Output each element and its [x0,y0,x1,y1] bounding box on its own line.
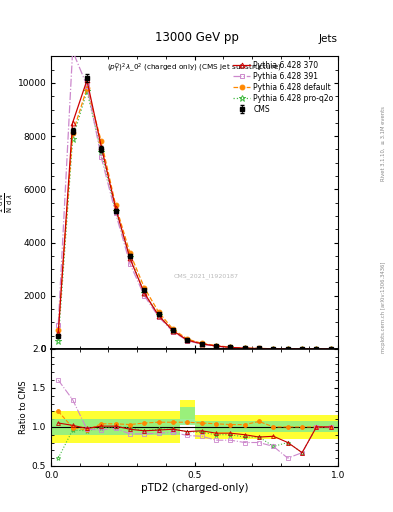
Pythia 6.428 370 [271,346,276,352]
Text: CMS_2021_I1920187: CMS_2021_I1920187 [174,273,239,279]
Pythia 6.428 pro-q2o [84,88,89,94]
Pythia 6.428 default [142,285,147,291]
Pythia 6.428 pro-q2o [300,346,305,352]
Pythia 6.428 pro-q2o [128,254,132,260]
Pythia 6.428 370 [257,346,261,352]
Pythia 6.428 pro-q2o [199,341,204,347]
Text: $(p_T^D)^2\lambda\_0^2$ (charged only) (CMS jet substructure): $(p_T^D)^2\lambda\_0^2$ (charged only) (… [107,62,282,75]
Pythia 6.428 391 [257,346,261,352]
Pythia 6.428 default [113,202,118,208]
Pythia 6.428 default [300,346,305,352]
Pythia 6.428 default [314,346,319,352]
Pythia 6.428 391 [99,154,104,160]
Pythia 6.428 370 [214,343,219,349]
Pythia 6.428 370 [99,144,104,150]
Pythia 6.428 370 [156,312,161,318]
Pythia 6.428 default [128,250,132,256]
Pythia 6.428 391 [113,210,118,216]
Text: mcplots.cern.ch [arXiv:1306.3436]: mcplots.cern.ch [arXiv:1306.3436] [381,262,386,353]
Pythia 6.428 370 [185,337,190,343]
Line: Pythia 6.428 391: Pythia 6.428 391 [56,49,333,351]
Pythia 6.428 391 [185,337,190,344]
Pythia 6.428 pro-q2o [257,346,261,352]
Pythia 6.428 pro-q2o [271,346,276,352]
Pythia 6.428 default [228,344,233,350]
Pythia 6.428 default [156,309,161,315]
Pythia 6.428 391 [171,329,175,335]
Pythia 6.428 391 [300,346,305,352]
Pythia 6.428 370 [314,346,319,352]
Pythia 6.428 391 [156,314,161,320]
Line: Pythia 6.428 370: Pythia 6.428 370 [56,78,333,351]
X-axis label: pTD2 (charged-only): pTD2 (charged-only) [141,482,248,493]
Text: 13000 GeV pp: 13000 GeV pp [154,31,239,44]
Pythia 6.428 370 [199,341,204,347]
Pythia 6.428 370 [142,290,147,296]
Pythia 6.428 pro-q2o [285,346,290,352]
Pythia 6.428 370 [228,345,233,351]
Pythia 6.428 391 [329,346,333,352]
Pythia 6.428 pro-q2o [214,343,219,349]
Pythia 6.428 370 [84,77,89,83]
Y-axis label: Ratio to CMS: Ratio to CMS [19,380,28,434]
Pythia 6.428 pro-q2o [99,149,104,155]
Pythia 6.428 default [99,138,104,144]
Legend: Pythia 6.428 370, Pythia 6.428 391, Pythia 6.428 default, Pythia 6.428 pro-q2o, : Pythia 6.428 370, Pythia 6.428 391, Pyth… [231,58,336,116]
Pythia 6.428 370 [300,346,305,352]
Pythia 6.428 default [271,346,276,352]
Pythia 6.428 default [285,346,290,352]
Pythia 6.428 370 [329,346,333,352]
Pythia 6.428 pro-q2o [171,328,175,334]
Pythia 6.428 default [171,326,175,332]
Pythia 6.428 pro-q2o [185,337,190,343]
Pythia 6.428 391 [84,82,89,89]
Pythia 6.428 370 [128,255,132,262]
Pythia 6.428 pro-q2o [329,346,333,352]
Pythia 6.428 default [257,346,261,352]
Y-axis label: $\frac{1}{\mathrm{N}}\,\frac{\mathrm{d\,N}}{\mathrm{d}\,\lambda}$: $\frac{1}{\mathrm{N}}\,\frac{\mathrm{d\,… [0,193,15,213]
Pythia 6.428 391 [314,346,319,352]
Pythia 6.428 391 [214,343,219,349]
Line: Pythia 6.428 default: Pythia 6.428 default [56,86,333,351]
Pythia 6.428 pro-q2o [242,345,247,351]
Text: Rivet 3.1.10,  ≥ 3.1M events: Rivet 3.1.10, ≥ 3.1M events [381,106,386,181]
Pythia 6.428 370 [113,205,118,211]
Pythia 6.428 default [242,345,247,351]
Text: Jets: Jets [319,33,338,44]
Pythia 6.428 pro-q2o [228,345,233,351]
Pythia 6.428 default [329,346,333,352]
Pythia 6.428 370 [171,328,175,334]
Pythia 6.428 391 [128,261,132,267]
Pythia 6.428 391 [242,345,247,351]
Pythia 6.428 default [56,327,61,333]
Pythia 6.428 pro-q2o [56,338,61,344]
Pythia 6.428 default [214,343,219,349]
Pythia 6.428 391 [70,48,75,54]
Pythia 6.428 391 [56,322,61,328]
Pythia 6.428 391 [228,345,233,351]
Pythia 6.428 pro-q2o [70,136,75,142]
Pythia 6.428 370 [285,346,290,352]
Pythia 6.428 391 [199,341,204,347]
Pythia 6.428 pro-q2o [142,290,147,296]
Pythia 6.428 default [185,336,190,342]
Pythia 6.428 pro-q2o [314,346,319,352]
Pythia 6.428 pro-q2o [113,207,118,214]
Pythia 6.428 pro-q2o [156,312,161,318]
Pythia 6.428 370 [70,120,75,126]
Pythia 6.428 391 [271,346,276,352]
Pythia 6.428 default [70,131,75,137]
Pythia 6.428 370 [242,345,247,351]
Pythia 6.428 default [84,85,89,91]
Pythia 6.428 default [199,340,204,347]
Pythia 6.428 370 [56,330,61,336]
Line: Pythia 6.428 pro-q2o: Pythia 6.428 pro-q2o [55,88,334,352]
Pythia 6.428 391 [142,293,147,299]
Pythia 6.428 391 [285,346,290,352]
